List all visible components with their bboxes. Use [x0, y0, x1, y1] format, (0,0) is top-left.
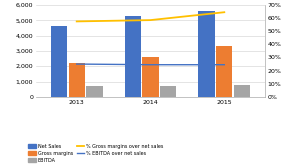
% Gross margins over net sales: [75, 20, 79, 22]
Bar: [125, 17, 141, 97]
% Gross margins over net sales: [222, 11, 226, 13]
Bar: [216, 46, 232, 97]
% EBITDA over net sales: [149, 64, 152, 66]
Bar: [86, 86, 103, 97]
Bar: [51, 26, 67, 97]
Bar: [142, 57, 159, 97]
Bar: [198, 11, 215, 97]
Line: % EBITDA over net sales: % EBITDA over net sales: [77, 64, 224, 65]
% EBITDA over net sales: [222, 64, 226, 66]
Bar: [234, 85, 250, 97]
Bar: [69, 63, 85, 97]
Line: % Gross margins over net sales: % Gross margins over net sales: [77, 12, 224, 21]
% EBITDA over net sales: [75, 63, 79, 65]
Bar: [160, 86, 176, 97]
% Gross margins over net sales: [149, 19, 152, 21]
Legend: Net Sales, Gross margins, EBITDA, % Gross margins over net sales, % EBITDA over : Net Sales, Gross margins, EBITDA, % Gros…: [26, 142, 165, 164]
